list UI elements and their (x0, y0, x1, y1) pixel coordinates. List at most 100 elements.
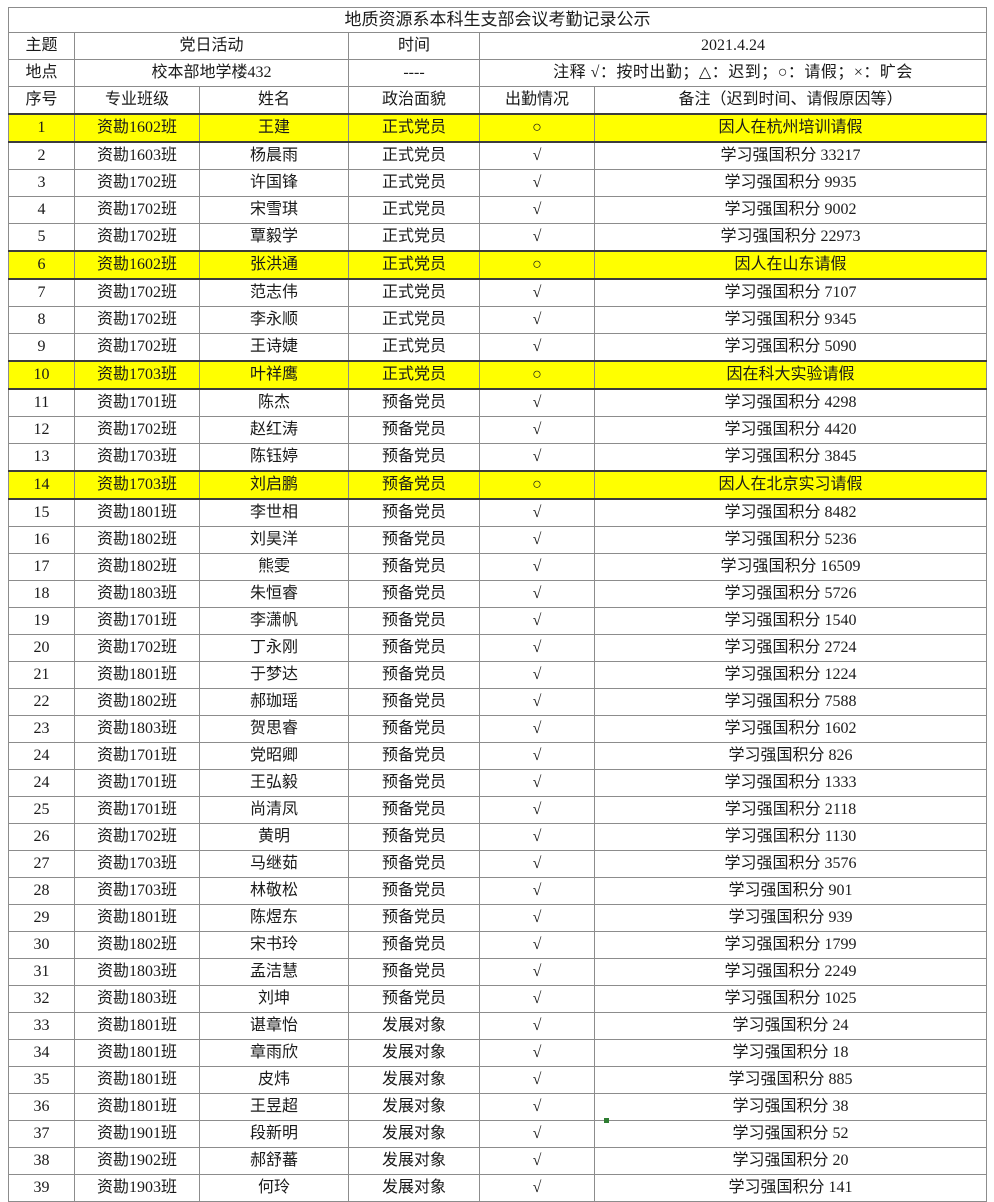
table-row: 39 资勘1903班 何玲 发展对象 √ 学习强国积分 141 (8, 1174, 988, 1202)
cell-class: 资勘1803班 (74, 985, 200, 1013)
cell-status: 预备党员 (348, 796, 480, 824)
cell-class: 资勘1702班 (74, 333, 200, 362)
cell-class: 资勘1801班 (74, 498, 200, 527)
table-row: 3 资勘1702班 许国锋 正式党员 √ 学习强国积分 9935 (8, 169, 988, 197)
cell-name: 李世相 (199, 498, 349, 527)
location-row: 地点 校本部地学楼432 ---- 注释 √：按时出勤；△：迟到；○：请假；×：… (8, 59, 988, 87)
attendance-sheet: 地质资源系本科生支部会议考勤记录公示 主题 党日活动 时间 2021.4.24 … (7, 7, 988, 1202)
cell-name: 王诗婕 (199, 333, 349, 362)
table-row: 26 资勘1702班 黄明 预备党员 √ 学习强国积分 1130 (8, 823, 988, 851)
cell-status: 发展对象 (348, 1093, 480, 1121)
table-row: 14 资勘1703班 刘启鹏 预备党员 ○ 因人在北京实习请假 (8, 470, 988, 500)
cell-note: 学习强国积分 4298 (593, 388, 988, 417)
cell-no: 22 (8, 688, 75, 716)
cell-no: 24 (8, 742, 75, 770)
cell-no: 38 (8, 1147, 75, 1175)
cell-class: 资勘1803班 (74, 958, 200, 986)
cell-note: 因人在北京实习请假 (593, 470, 988, 500)
cell-attendance: √ (479, 904, 595, 932)
cell-note: 学习强国积分 16509 (593, 553, 988, 581)
cell-status: 正式党员 (348, 278, 480, 307)
cell-class: 资勘1703班 (74, 443, 200, 472)
cell-class: 资勘1701班 (74, 388, 200, 417)
cell-name: 熊雯 (199, 553, 349, 581)
cell-no: 8 (8, 306, 75, 334)
cell-status: 正式党员 (348, 113, 480, 143)
table-row: 22 资勘1802班 郝珈瑶 预备党员 √ 学习强国积分 7588 (8, 688, 988, 716)
cell-class: 资勘1702班 (74, 416, 200, 444)
column-header-class: 专业班级 (74, 86, 200, 115)
column-header-name: 姓名 (199, 86, 349, 115)
cell-name: 杨晨雨 (199, 141, 349, 170)
cell-name: 贺思睿 (199, 715, 349, 743)
cell-comment-marker (604, 1118, 609, 1123)
cell-class: 资勘1603班 (74, 141, 200, 170)
cell-no: 2 (8, 141, 75, 170)
cell-status: 预备党员 (348, 607, 480, 635)
cell-name: 谌章怡 (199, 1012, 349, 1040)
cell-note: 学习强国积分 33217 (593, 141, 988, 170)
cell-status: 预备党员 (348, 634, 480, 662)
table-row: 20 资勘1702班 丁永刚 预备党员 √ 学习强国积分 2724 (8, 634, 988, 662)
cell-attendance: √ (479, 1147, 595, 1175)
cell-note: 学习强国积分 8482 (593, 498, 988, 527)
cell-class: 资勘1702班 (74, 196, 200, 224)
cell-attendance: √ (479, 877, 595, 905)
cell-note: 学习强国积分 5090 (593, 333, 988, 362)
cell-note: 因人在山东请假 (593, 250, 988, 280)
cell-no: 29 (8, 904, 75, 932)
cell-name: 黄明 (199, 823, 349, 851)
table-row: 12 资勘1702班 赵红涛 预备党员 √ 学习强国积分 4420 (8, 416, 988, 444)
cell-class: 资勘1803班 (74, 715, 200, 743)
cell-status: 发展对象 (348, 1012, 480, 1040)
cell-attendance: √ (479, 607, 595, 635)
cell-attendance: √ (479, 1012, 595, 1040)
cell-note: 学习强国积分 7107 (593, 278, 988, 307)
cell-status: 预备党员 (348, 661, 480, 689)
cell-attendance: √ (479, 306, 595, 334)
cell-no: 36 (8, 1093, 75, 1121)
cell-name: 何玲 (199, 1174, 349, 1202)
cell-status: 预备党员 (348, 688, 480, 716)
cell-class: 资勘1702班 (74, 823, 200, 851)
table-row: 7 资勘1702班 范志伟 正式党员 √ 学习强国积分 7107 (8, 278, 988, 307)
table-row: 17 资勘1802班 熊雯 预备党员 √ 学习强国积分 16509 (8, 553, 988, 581)
cell-status: 正式党员 (348, 196, 480, 224)
cell-no: 9 (8, 333, 75, 362)
cell-name: 朱恒睿 (199, 580, 349, 608)
table-row: 36 资勘1801班 王昱超 发展对象 √ 学习强国积分 38 (8, 1093, 988, 1121)
cell-attendance: √ (479, 742, 595, 770)
table-row: 5 资勘1702班 覃毅学 正式党员 √ 学习强国积分 22973 (8, 223, 988, 252)
column-header-no: 序号 (8, 86, 75, 115)
cell-note: 因在科大实验请假 (593, 360, 988, 390)
cell-note: 学习强国积分 22973 (593, 223, 988, 252)
cell-name: 马继茹 (199, 850, 349, 878)
cell-no: 34 (8, 1039, 75, 1067)
cell-class: 资勘1802班 (74, 553, 200, 581)
table-row: 25 资勘1701班 尚清凤 预备党员 √ 学习强国积分 2118 (8, 796, 988, 824)
cell-attendance: √ (479, 769, 595, 797)
attendance-table: 地质资源系本科生支部会议考勤记录公示 主题 党日活动 时间 2021.4.24 … (7, 7, 988, 1202)
cell-attendance: √ (479, 388, 595, 417)
cell-no: 21 (8, 661, 75, 689)
table-row: 33 资勘1801班 谌章怡 发展对象 √ 学习强国积分 24 (8, 1012, 988, 1040)
table-row: 18 资勘1803班 朱恒睿 预备党员 √ 学习强国积分 5726 (8, 580, 988, 608)
cell-no: 35 (8, 1066, 75, 1094)
cell-class: 资勘1702班 (74, 634, 200, 662)
time-dash: ---- (348, 59, 480, 87)
attendance-legend: 注释 √：按时出勤；△：迟到；○：请假；×：旷会 (478, 59, 988, 87)
cell-attendance: √ (479, 1174, 595, 1202)
cell-note: 学习强国积分 939 (593, 904, 988, 932)
cell-status: 预备党员 (348, 715, 480, 743)
cell-attendance: √ (479, 634, 595, 662)
table-row: 28 资勘1703班 林敬松 预备党员 √ 学习强国积分 901 (8, 877, 988, 905)
cell-name: 赵红涛 (199, 416, 349, 444)
cell-note: 学习强国积分 1799 (593, 931, 988, 959)
cell-no: 13 (8, 443, 75, 472)
cell-class: 资勘1602班 (74, 250, 200, 280)
cell-note: 学习强国积分 2249 (593, 958, 988, 986)
cell-status: 预备党员 (348, 553, 480, 581)
table-row: 35 资勘1801班 皮炜 发展对象 √ 学习强国积分 885 (8, 1066, 988, 1094)
cell-attendance: √ (479, 931, 595, 959)
cell-no: 19 (8, 607, 75, 635)
